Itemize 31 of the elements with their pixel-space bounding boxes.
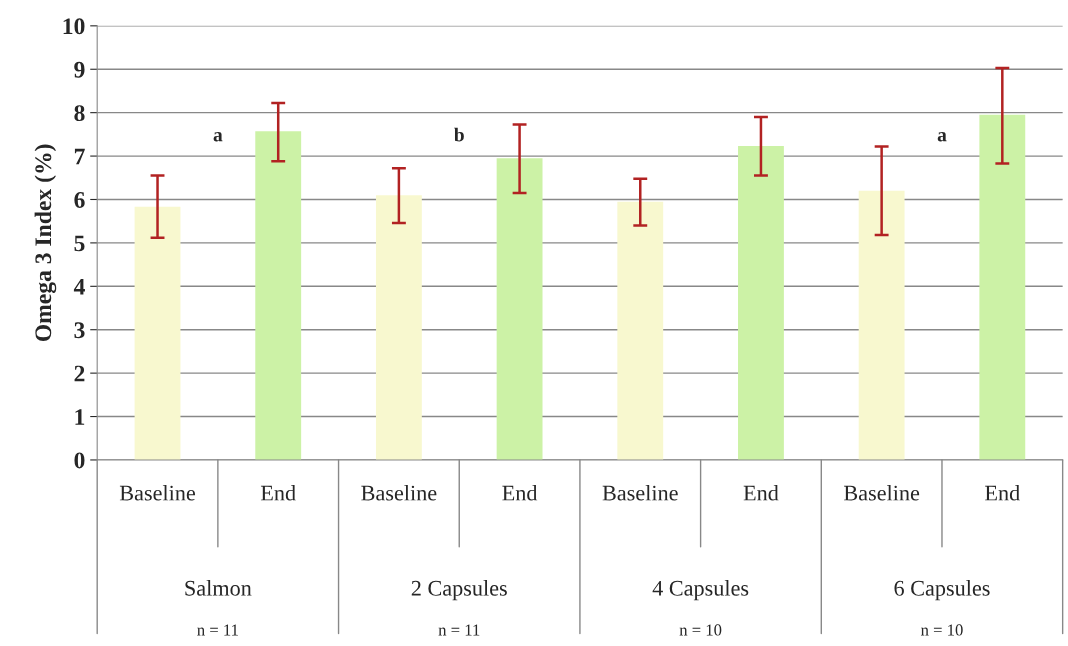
y-tick-label: 2 [74, 365, 85, 382]
x-tick-label: End [502, 484, 538, 501]
y-tick-label: 1 [75, 409, 85, 425]
y-tick-label: 8 [74, 105, 85, 122]
x-tick-label: Baseline [602, 484, 678, 501]
text: n = 10 [679, 624, 722, 636]
x-tick-label: End [985, 484, 1020, 501]
x-tick-label: Baseline [119, 484, 196, 501]
x-tick-label: Baseline [361, 484, 437, 501]
y-tick-label: 3 [74, 322, 85, 339]
y-tick-label: 10 [63, 18, 85, 35]
y-axis-title: Omega 3 Index (%) [34, 144, 57, 342]
annotation: b [454, 127, 464, 142]
y-tick-label: 5 [74, 235, 85, 252]
text: n = 11 [197, 624, 238, 636]
y-tick-label: 9 [74, 61, 85, 78]
text: n = 11 [438, 624, 480, 636]
y-tick-label: 7 [74, 148, 85, 165]
text: 6 Capsules [894, 580, 990, 601]
annotation: a [937, 132, 947, 142]
x-tick-label: End [743, 484, 779, 501]
text: Salmon [185, 580, 252, 596]
annotation: a [213, 132, 223, 142]
y-tick-label: 0 [74, 452, 85, 469]
x-tick-label: Baseline [844, 484, 920, 501]
text: 4 Capsules [652, 580, 749, 601]
y-tick-label: 6 [74, 192, 85, 208]
y-tick-label: 4 [73, 278, 85, 295]
text: 2 Capsules [411, 580, 507, 601]
text: n = 10 [920, 624, 963, 636]
x-tick-label: End [260, 484, 296, 501]
